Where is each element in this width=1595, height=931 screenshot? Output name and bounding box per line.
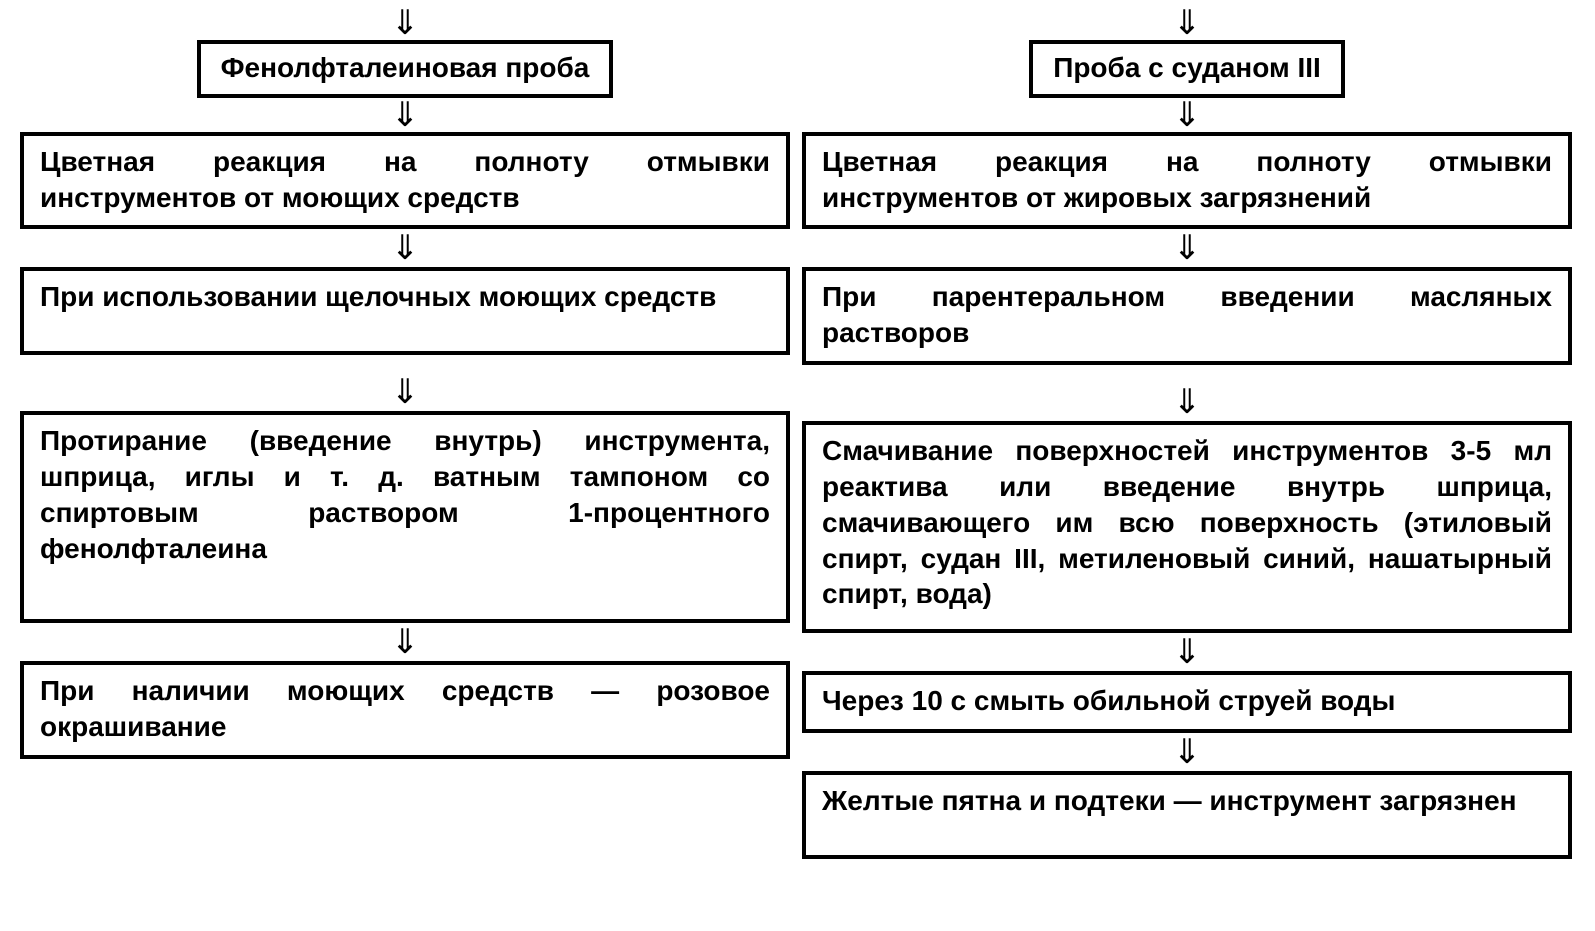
left-step-2: При использовании щелочных моющих средст…	[20, 267, 790, 355]
arrow-down-icon: ⇓	[1173, 231, 1202, 265]
left-title-box: Фенолфталеиновая проба	[197, 40, 614, 98]
left-step-4: При наличии моющих средств — розо­вое ок…	[20, 661, 790, 759]
right-step-5: Желтые пятна и подтеки — инструмент загр…	[802, 771, 1572, 859]
left-column: ⇓ Фенолфталеиновая проба ⇓ Цветная реакц…	[20, 6, 790, 859]
columns-container: ⇓ Фенолфталеиновая проба ⇓ Цветная реакц…	[0, 6, 1595, 859]
right-title-row: Проба с суданом III	[802, 40, 1572, 98]
flowchart-canvas: ⇓ Фенолфталеиновая проба ⇓ Цветная реакц…	[0, 0, 1595, 931]
right-column: ⇓ Проба с суданом III ⇓ Цветная реакция …	[802, 6, 1572, 859]
left-title-row: Фенолфталеиновая проба	[20, 40, 790, 98]
arrow-down-icon: ⇓	[1173, 6, 1202, 40]
left-step-3: Протирание (введение внутрь) инстру­мент…	[20, 411, 790, 623]
arrow-down-icon: ⇓	[391, 231, 420, 265]
arrow-down-icon: ⇓	[1173, 635, 1202, 669]
arrow-down-icon: ⇓	[1173, 385, 1202, 419]
right-step-1: Цветная реакция на полноту отмывки инстр…	[802, 132, 1572, 230]
arrow-down-icon: ⇓	[391, 375, 420, 409]
arrow-down-icon: ⇓	[1173, 735, 1202, 769]
arrow-down-icon: ⇓	[1173, 98, 1202, 132]
arrow-down-icon: ⇓	[391, 6, 420, 40]
right-step-3: Смачивание поверхностей инструментов 3-5…	[802, 421, 1572, 633]
left-step-1: Цветная реакция на полноту отмывки инстр…	[20, 132, 790, 230]
arrow-down-icon: ⇓	[391, 625, 420, 659]
right-step-4: Через 10 с смыть обильной струей воды	[802, 671, 1572, 733]
right-step-2: При парентеральном введении масляных рас…	[802, 267, 1572, 365]
arrow-down-icon: ⇓	[391, 98, 420, 132]
right-title-box: Проба с суданом III	[1029, 40, 1345, 98]
